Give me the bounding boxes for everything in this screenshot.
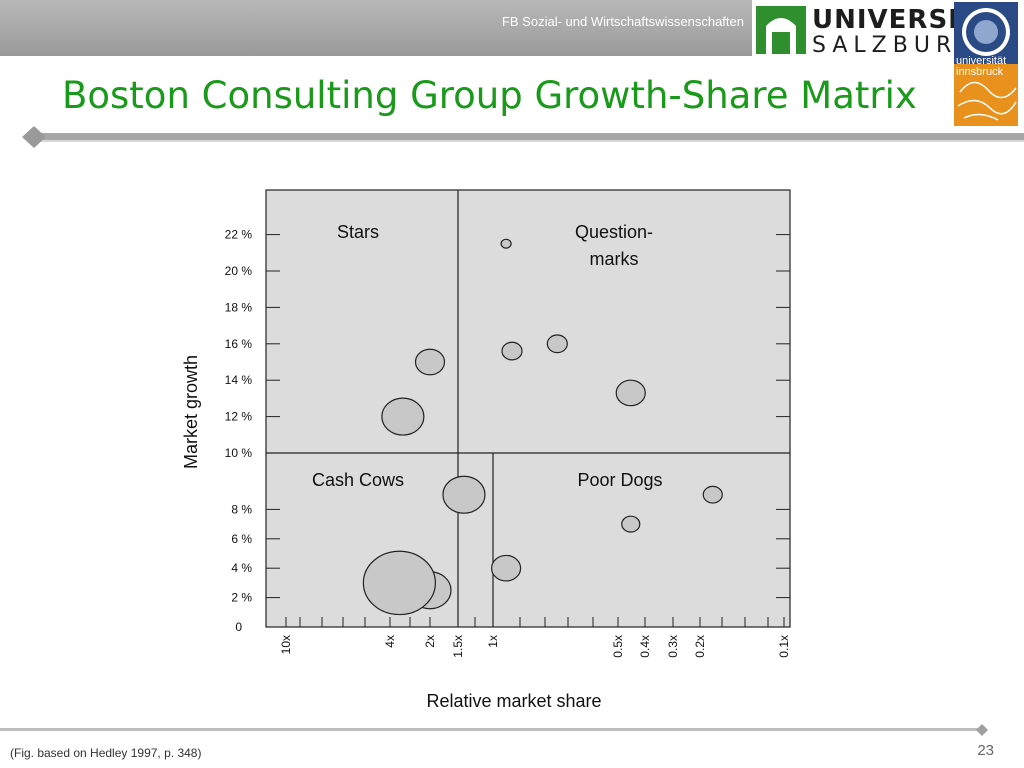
title-divider bbox=[22, 126, 1024, 148]
header-bar: FB Sozial- und Wirtschaftswissenschaften bbox=[0, 0, 752, 56]
x-tick-label: 0.3x bbox=[666, 635, 680, 658]
data-bubble bbox=[500, 238, 512, 249]
data-bubble bbox=[362, 550, 436, 616]
y-tick-label: 4 % bbox=[231, 561, 252, 575]
slide-title: Boston Consulting Group Growth-Share Mat… bbox=[62, 74, 917, 117]
y-tick-label: 16 % bbox=[225, 337, 253, 351]
logo-text-universitaet-ibk: universität bbox=[956, 55, 1007, 67]
quadrant-label: marks bbox=[590, 249, 639, 269]
figure-source-note: (Fig. based on Hedley 1997, p. 348) bbox=[10, 746, 202, 760]
data-bubble bbox=[702, 485, 723, 504]
x-tick-label: 4x bbox=[383, 635, 397, 648]
y-tick-label: 2 % bbox=[231, 591, 252, 605]
y-tick-label: 12 % bbox=[225, 410, 253, 424]
data-bubble bbox=[442, 475, 486, 514]
x-tick-label: 0.1x bbox=[777, 635, 791, 658]
data-bubble bbox=[414, 348, 446, 376]
y-axis-label: Market growth bbox=[181, 355, 201, 469]
y-tick-label: 8 % bbox=[231, 502, 252, 516]
quadrant-label: Poor Dogs bbox=[577, 470, 662, 490]
y-tick-label: 18 % bbox=[225, 300, 253, 314]
quadrant-label: Cash Cows bbox=[312, 470, 404, 490]
y-tick-label: 22 % bbox=[225, 228, 253, 242]
x-tick-label: 0.5x bbox=[611, 635, 625, 658]
quadrant-label: Stars bbox=[337, 222, 379, 242]
x-tick-label: 1.5x bbox=[451, 635, 465, 658]
y-tick-label: 14 % bbox=[225, 373, 253, 387]
quadrant-label: Question- bbox=[575, 222, 653, 242]
data-bubble bbox=[501, 341, 523, 361]
data-bubble bbox=[546, 334, 568, 354]
footer-divider bbox=[0, 724, 988, 736]
data-bubble bbox=[615, 379, 646, 407]
y-tick-label: 0 bbox=[235, 620, 242, 634]
x-tick-label: 10x bbox=[279, 635, 293, 654]
x-axis-label: Relative market share bbox=[426, 691, 601, 711]
university-innsbruck-logo: universität innsbruck bbox=[954, 2, 1018, 126]
logo-text-salzburg: SALZBURG bbox=[812, 33, 981, 58]
plot-area bbox=[265, 189, 791, 628]
x-tick-label: 0.2x bbox=[693, 635, 707, 658]
y-tick-label: 20 % bbox=[225, 264, 253, 278]
data-bubble bbox=[490, 554, 522, 582]
salzburg-gate-icon bbox=[756, 6, 806, 54]
faculty-label: FB Sozial- und Wirtschaftswissenschaften bbox=[501, 14, 744, 29]
y-tick-label: 10 % bbox=[225, 446, 253, 460]
x-tick-label: 0.4x bbox=[638, 635, 652, 658]
page-number: 23 bbox=[977, 742, 994, 759]
data-bubble bbox=[621, 515, 641, 533]
data-bubble bbox=[381, 397, 425, 436]
logo-text-innsbruck: innsbruck bbox=[956, 66, 1004, 78]
y-tick-label: 6 % bbox=[231, 532, 252, 546]
x-tick-label: 1x bbox=[486, 635, 500, 648]
x-tick-label: 2x bbox=[423, 635, 437, 648]
